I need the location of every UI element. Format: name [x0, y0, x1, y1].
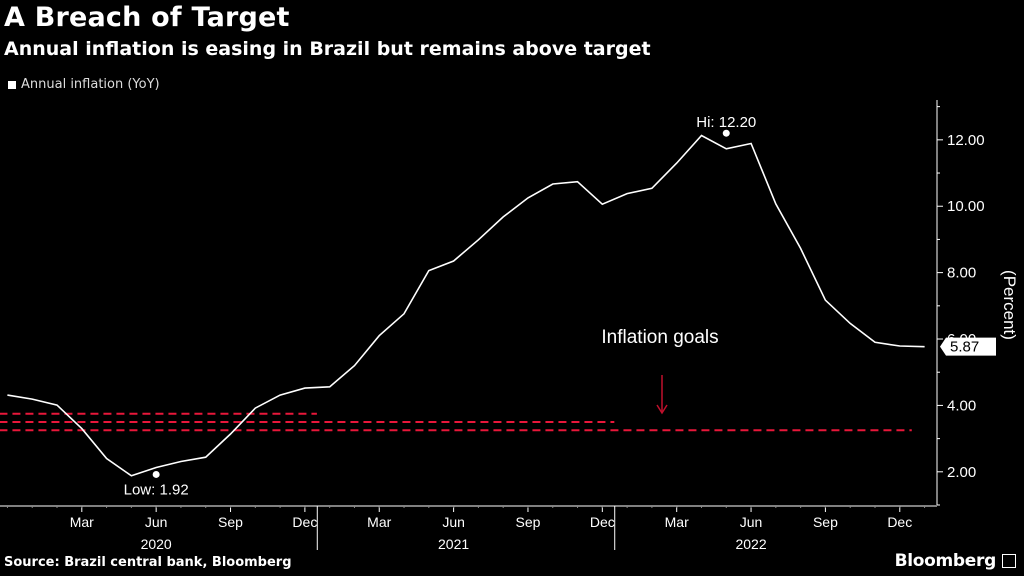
last-value-tag [940, 337, 996, 356]
x-tick-label: Dec [292, 514, 317, 530]
high-label: Hi: 12.20 [696, 114, 756, 131]
x-tick-label: Mar [70, 514, 94, 530]
x-year-label: 2022 [735, 536, 766, 552]
last-value-label: 5.87 [950, 339, 979, 356]
high-marker [722, 129, 730, 137]
low-marker [152, 470, 160, 478]
x-tick-label: Sep [218, 514, 243, 530]
y-tick-label: 10.00 [947, 198, 985, 215]
x-tick-label: Jun [740, 514, 763, 530]
x-tick-label: Jun [442, 514, 465, 530]
x-tick-label: Sep [516, 514, 541, 530]
x-tick-label: Dec [590, 514, 615, 530]
brand-box-icon [1002, 554, 1016, 568]
x-tick-label: Dec [887, 514, 912, 530]
chart-subtitle: Annual inflation is easing in Brazil but… [4, 38, 651, 60]
x-tick-label: Mar [367, 514, 391, 530]
series-line [7, 134, 925, 477]
source-note: Source: Brazil central bank, Bloomberg [4, 555, 292, 570]
y-tick-label: 12.00 [947, 132, 985, 149]
y-tick-label: 2.00 [947, 464, 976, 481]
low-label: Low: 1.92 [124, 481, 189, 498]
goals-arrow-head [656, 404, 668, 415]
x-tick-label: Mar [665, 514, 689, 530]
x-tick-label: Jun [145, 514, 168, 530]
legend-swatch [8, 80, 16, 89]
x-tick-label: Sep [813, 514, 838, 530]
x-year-label: 2020 [141, 536, 172, 552]
chart-title: A Breach of Target [4, 2, 290, 33]
y-axis-label: (Percent) [1000, 270, 1019, 340]
brand-logo: Bloomberg [894, 551, 997, 571]
legend-label: Annual inflation (YoY) [21, 77, 160, 92]
goals-annotation-label: Inflation goals [601, 327, 718, 348]
legend: Annual inflation (YoY) [8, 77, 160, 92]
y-tick-label: 8.00 [947, 265, 976, 282]
y-tick-label: 4.00 [947, 397, 976, 414]
x-year-label: 2021 [438, 536, 469, 552]
